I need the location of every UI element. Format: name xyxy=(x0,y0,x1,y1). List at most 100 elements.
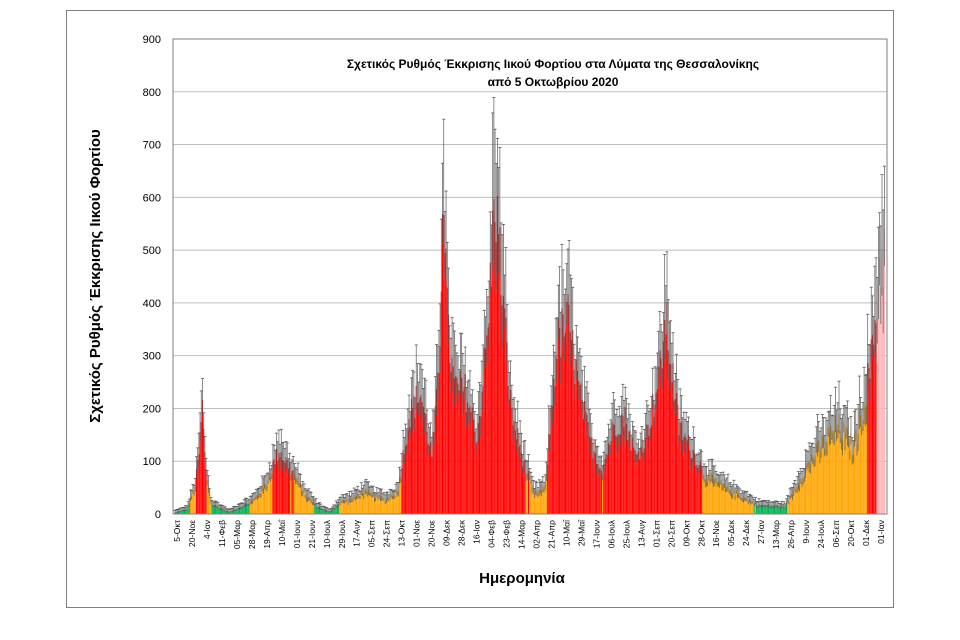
bar xyxy=(744,497,746,514)
bar xyxy=(562,314,564,514)
bar xyxy=(269,477,272,514)
bar xyxy=(221,508,223,514)
bar xyxy=(560,357,562,514)
bar xyxy=(413,395,415,514)
bar xyxy=(310,499,312,514)
bar xyxy=(785,503,788,514)
x-tick-label: 21-Απρ xyxy=(546,520,556,549)
bar xyxy=(612,424,614,514)
bar xyxy=(645,437,647,514)
bar xyxy=(830,425,832,514)
bar xyxy=(800,478,802,514)
bar xyxy=(184,509,186,514)
x-tick-label: 28-Μαρ xyxy=(247,520,257,549)
bar xyxy=(492,210,494,514)
bar xyxy=(656,389,659,514)
bar xyxy=(414,418,416,514)
x-tick-label: 5-Οκτ xyxy=(172,519,182,541)
bar xyxy=(254,497,256,514)
bar xyxy=(295,477,297,514)
bar xyxy=(756,505,758,514)
bar xyxy=(266,484,268,514)
bar xyxy=(510,389,512,514)
x-tick-label: 09-Οκτ xyxy=(681,519,691,546)
bar xyxy=(655,392,657,514)
bar xyxy=(373,498,375,514)
bar xyxy=(396,491,398,514)
bar xyxy=(881,250,883,515)
bar xyxy=(361,492,364,514)
x-tick-label: 16-Νοε xyxy=(711,520,721,547)
bar xyxy=(569,332,571,514)
bar xyxy=(876,318,878,514)
bar xyxy=(648,435,650,514)
bar xyxy=(230,510,232,514)
bar xyxy=(641,439,643,514)
bar xyxy=(588,436,590,514)
bar xyxy=(863,402,865,514)
bar xyxy=(418,402,420,514)
bar xyxy=(489,262,491,514)
x-tick-label: 02-Απρ xyxy=(531,520,541,549)
bar xyxy=(618,434,620,514)
bar xyxy=(825,440,827,514)
bar xyxy=(234,509,236,514)
bar xyxy=(324,510,327,514)
bar xyxy=(874,320,876,514)
bar xyxy=(549,434,551,514)
x-tick-label: 16-Ιαν xyxy=(472,520,482,544)
bar xyxy=(358,495,360,514)
bar xyxy=(631,437,633,514)
bar xyxy=(818,440,820,514)
bar xyxy=(364,489,366,514)
bar xyxy=(574,384,576,514)
bar xyxy=(764,504,766,514)
bar xyxy=(739,495,741,514)
bar xyxy=(434,406,436,514)
bar xyxy=(397,490,399,514)
bar xyxy=(441,213,444,514)
bar xyxy=(261,485,263,514)
bar xyxy=(794,487,796,514)
bar xyxy=(769,506,771,514)
bar xyxy=(802,478,804,514)
x-tick-label: 01-Νοε xyxy=(412,520,422,547)
bar xyxy=(246,503,248,514)
bar xyxy=(381,496,383,514)
x-tick-label: 17-Ιουν xyxy=(591,520,601,548)
bar xyxy=(699,462,702,514)
x-tick-label: 09-Δεκ xyxy=(442,519,452,546)
bar xyxy=(561,308,563,514)
bar xyxy=(473,419,475,514)
bar xyxy=(536,490,538,514)
bar xyxy=(813,459,815,514)
bar xyxy=(274,464,276,514)
bar xyxy=(568,304,570,514)
bar xyxy=(278,452,280,514)
bar xyxy=(676,393,678,514)
bar xyxy=(742,498,745,514)
bar xyxy=(650,425,653,514)
bar xyxy=(838,413,840,514)
bar xyxy=(327,510,329,514)
bar xyxy=(748,499,750,514)
bar xyxy=(237,507,239,514)
bar xyxy=(307,497,309,514)
bar xyxy=(621,414,623,514)
bar xyxy=(773,506,776,514)
bar xyxy=(341,499,343,514)
bar xyxy=(849,451,851,514)
bar xyxy=(262,487,264,514)
bar xyxy=(209,493,211,514)
bar xyxy=(758,503,760,514)
bar xyxy=(416,403,418,514)
bar xyxy=(837,424,839,514)
bar xyxy=(452,366,454,514)
bar xyxy=(253,498,255,514)
x-tick-label: 28-Δεκ xyxy=(457,519,467,546)
bar xyxy=(814,455,816,514)
bar xyxy=(468,407,470,514)
bar xyxy=(321,508,323,514)
x-tick-label: 17-Αυγ xyxy=(352,519,362,547)
bar xyxy=(318,506,321,514)
